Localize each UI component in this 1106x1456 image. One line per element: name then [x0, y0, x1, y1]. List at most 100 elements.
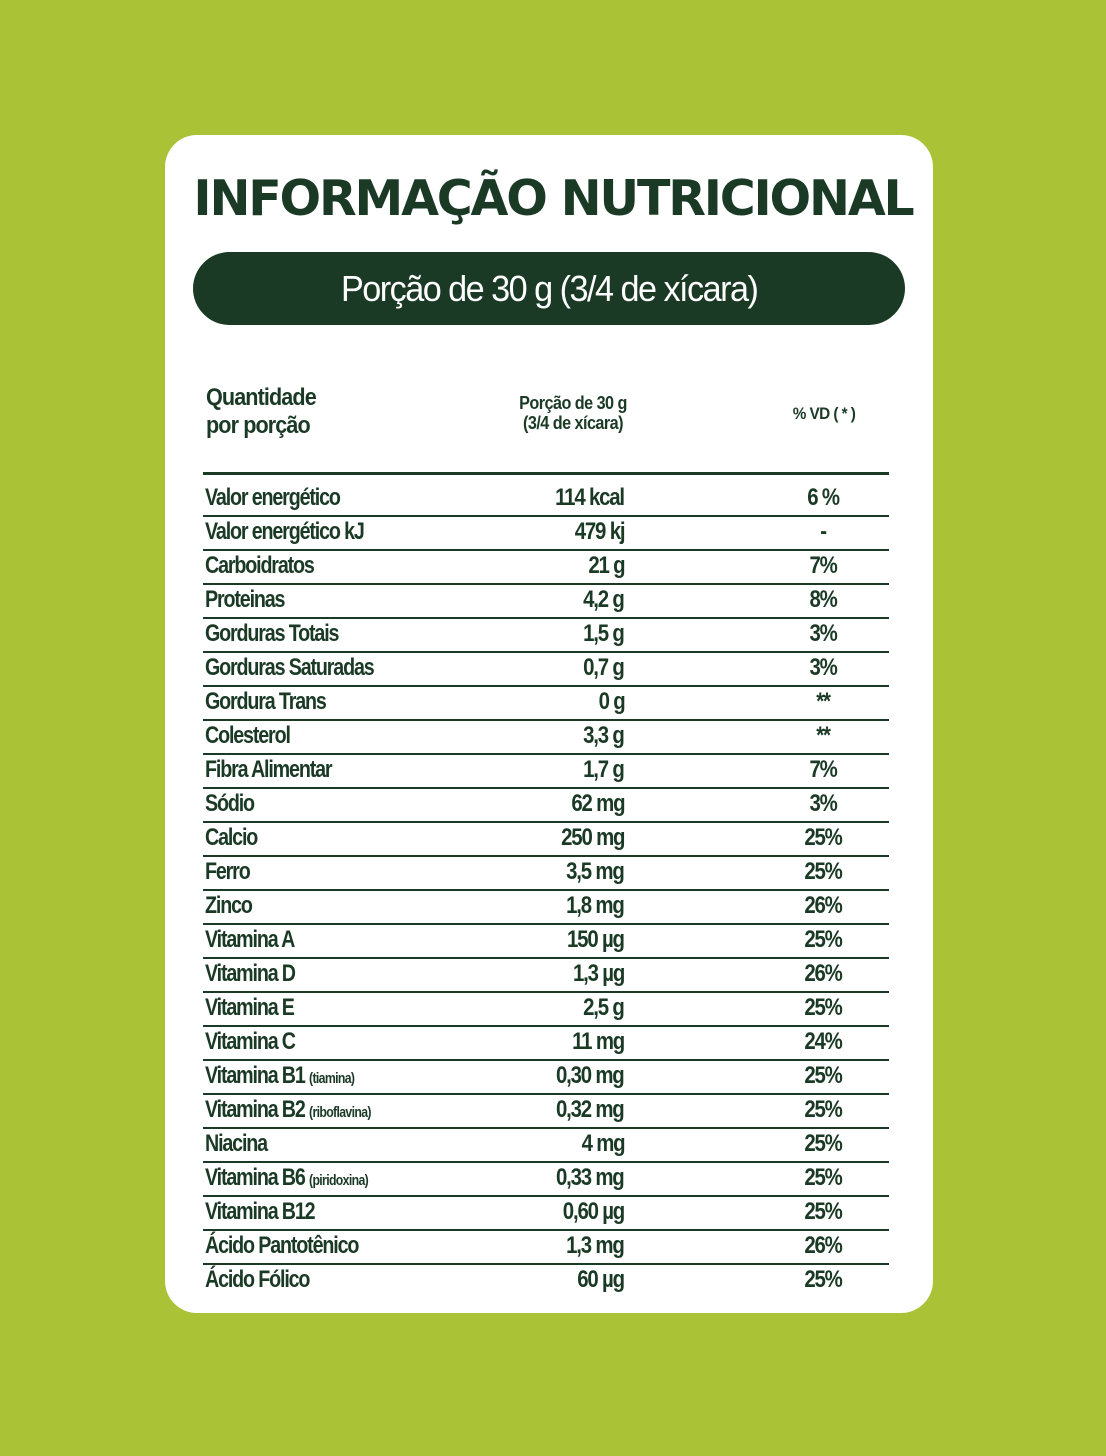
nutrient-amount: 2,5 g	[583, 994, 625, 1021]
nutrient-label: Vitamina D	[205, 960, 296, 987]
column-header-portion: Porção de 30 g (3/4 de xícara)	[498, 393, 647, 434]
nutrient-note: (riboflavina)	[308, 1104, 372, 1121]
nutrient-amount: 150 µg	[567, 926, 625, 953]
column-header-quantity: Quantidade por porção	[206, 384, 317, 439]
table-row: Valor energético kJ 479 kj -	[203, 517, 889, 551]
nutrient-daily-value: 3%	[809, 654, 837, 681]
nutrient-daily-value: 6 %	[807, 484, 840, 511]
column-header-vd: % VD ( * )	[792, 404, 856, 423]
nutrient-name: Valor energético	[205, 484, 341, 512]
nutrient-name: Calcio	[205, 824, 258, 852]
nutrient-amount: 114 kcal	[555, 484, 625, 511]
table-row: Fibra Alimentar 1,7 g 7%	[203, 755, 889, 789]
nutrient-name: Gordura Trans	[205, 688, 327, 716]
nutrient-daily-value: **	[816, 688, 831, 715]
nutrient-name: Gorduras Saturadas	[205, 654, 375, 682]
nutrient-daily-value: 7%	[809, 756, 837, 783]
nutrient-name: Vitamina B1 (tiamina)	[205, 1062, 355, 1090]
nutrient-amount: 479 kj	[574, 518, 625, 545]
nutrient-amount: 21 g	[587, 552, 625, 579]
table-row: Gorduras Saturadas 0,7 g 3%	[203, 653, 889, 687]
table-row: Gordura Trans 0 g **	[203, 687, 889, 721]
nutrient-name: Vitamina A	[205, 926, 295, 954]
table-row: Vitamina E 2,5 g 25%	[203, 993, 889, 1027]
nutrient-amount: 1,3 mg	[566, 1232, 626, 1259]
nutrient-label: Gorduras Totais	[205, 620, 339, 647]
nutrient-label: Fibra Alimentar	[205, 756, 333, 783]
nutrient-label: Vitamina A	[205, 926, 295, 953]
nutrient-label: Vitamina E	[205, 994, 295, 1021]
nutrient-daily-value: 25%	[804, 824, 842, 851]
nutrient-name: Ácido Pantotênico	[205, 1232, 359, 1260]
table-row: Vitamina B6 (piridoxina) 0,33 mg 25%	[203, 1163, 889, 1197]
nutrient-label: Zinco	[205, 892, 253, 919]
nutrient-amount: 0,30 mg	[556, 1062, 625, 1089]
nutrient-daily-value: 25%	[804, 858, 842, 885]
nutrient-amount: 1,7 g	[583, 756, 625, 783]
nutrient-label: Calcio	[205, 824, 258, 851]
nutrient-name: Valor energético kJ	[205, 518, 365, 546]
table-row: Carboidratos 21 g 7%	[203, 551, 889, 585]
nutrient-note: (piridoxina)	[308, 1172, 369, 1189]
table-row: Ácido Pantotênico 1,3 mg 26%	[203, 1231, 889, 1265]
nutrient-label: Proteinas	[205, 586, 286, 613]
portion-banner-text: Porção de 30 g (3/4 de xícara)	[340, 267, 759, 309]
nutrient-label: Ferro	[205, 858, 251, 885]
nutrient-daily-value: 25%	[804, 1266, 842, 1293]
column-header-quantity-line1: Quantidade	[206, 384, 317, 411]
nutrient-daily-value: **	[816, 722, 831, 749]
table-row: Colesterol 3,3 g **	[203, 721, 889, 755]
column-header-quantity-line2: por porção	[206, 411, 311, 439]
nutrient-amount: 62 mg	[570, 790, 625, 817]
nutrient-amount: 3,3 g	[583, 722, 625, 749]
nutrient-daily-value: 8%	[809, 586, 837, 613]
table-row: Ferro 3,5 mg 25%	[203, 857, 889, 891]
nutrient-daily-value: 25%	[804, 1130, 842, 1157]
table-row: Vitamina B12 0,60 µg 25%	[203, 1197, 889, 1231]
nutrition-card	[165, 135, 933, 1313]
nutrient-amount: 0,32 mg	[556, 1096, 625, 1123]
column-header-portion-line2: (3/4 de xícara)	[523, 412, 624, 433]
nutrient-label: Valor energético	[205, 484, 341, 511]
nutrient-amount: 0 g	[598, 688, 625, 715]
nutrient-name: Fibra Alimentar	[205, 756, 333, 784]
nutrient-daily-value: 26%	[804, 960, 842, 987]
table-row: Gorduras Totais 1,5 g 3%	[203, 619, 889, 653]
nutrient-amount: 1,5 g	[583, 620, 625, 647]
nutrient-daily-value: 26%	[804, 892, 842, 919]
nutrient-label: Ácido Pantotênico	[205, 1232, 359, 1259]
nutrient-label: Vitamina C	[205, 1028, 296, 1055]
nutrient-label: Vitamina B2	[205, 1096, 306, 1123]
nutrient-name: Carboidratos	[205, 552, 315, 580]
table-row: Vitamina A 150 µg 25%	[203, 925, 889, 959]
nutrient-amount: 1,8 mg	[566, 892, 626, 919]
nutrient-name: Vitamina E	[205, 994, 295, 1022]
nutrient-daily-value: 25%	[804, 1198, 842, 1225]
nutrient-daily-value: 26%	[804, 1232, 842, 1259]
nutrient-name: Vitamina D	[205, 960, 296, 988]
table-row: Proteinas 4,2 g 8%	[203, 585, 889, 619]
nutrient-amount: 0,33 mg	[556, 1164, 625, 1191]
nutrient-amount: 3,5 mg	[566, 858, 626, 885]
table-row: Vitamina C 11 mg 24%	[203, 1027, 889, 1061]
nutrient-daily-value: 25%	[804, 926, 842, 953]
nutrient-daily-value: 3%	[809, 790, 837, 817]
nutrient-name: Ácido Fólico	[205, 1266, 310, 1294]
nutrient-amount: 1,3 µg	[572, 960, 625, 987]
nutrient-daily-value: 25%	[804, 1164, 842, 1191]
nutrient-daily-value: 7%	[809, 552, 837, 579]
table-row: Ácido Fólico 60 µg 25%	[203, 1265, 889, 1297]
nutrient-name: Proteinas	[205, 586, 286, 614]
table-row: Sódio 62 mg 3%	[203, 789, 889, 823]
nutrient-daily-value: 24%	[804, 1028, 842, 1055]
table-row: Vitamina B2 (riboflavina) 0,32 mg 25%	[203, 1095, 889, 1129]
nutrient-label: Ácido Fólico	[205, 1266, 310, 1293]
nutrient-label: Gordura Trans	[205, 688, 327, 715]
nutrient-label: Carboidratos	[205, 552, 315, 579]
nutrient-amount: 0,7 g	[583, 654, 625, 681]
nutrient-name: Zinco	[205, 892, 253, 920]
nutrient-name: Niacina	[205, 1130, 268, 1158]
table-row: Vitamina B1 (tiamina) 0,30 mg 25%	[203, 1061, 889, 1095]
table-row: Niacina 4 mg 25%	[203, 1129, 889, 1163]
nutrient-label: Vitamina B1	[205, 1062, 306, 1089]
